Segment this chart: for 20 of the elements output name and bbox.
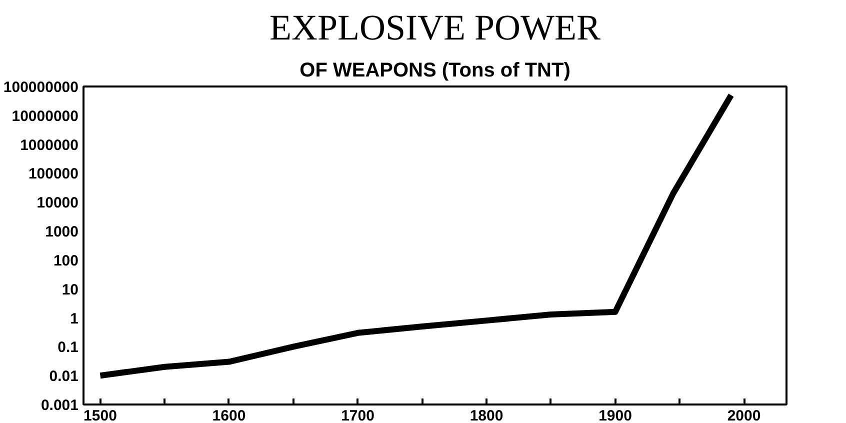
chart-subtitle: OF WEAPONS (Tons of TNT) (300, 60, 570, 82)
x-tick-label: 1600 (212, 408, 246, 423)
y-tick-label: 100000000 (3, 79, 79, 96)
x-tick-label: 2000 (727, 408, 761, 423)
y-tick-label: 100000 (28, 166, 79, 183)
x-tick-label: 1500 (84, 408, 117, 423)
chart-title: EXPLOSIVE POWER (270, 8, 600, 48)
x-tick-label: 1900 (598, 408, 632, 423)
y-tick-label: 0.001 (40, 397, 79, 414)
y-tick-label: 100 (53, 252, 79, 270)
y-tick-label: 1 (70, 310, 78, 328)
y-tick-label: 0.01 (49, 368, 79, 386)
x-tick-label: 1800 (470, 408, 504, 423)
y-tick-label: 10000000 (12, 108, 79, 125)
y-tick-label: 0.1 (58, 339, 79, 356)
y-tick-label: 10000 (36, 194, 79, 212)
x-tick-label: 1700 (341, 408, 374, 423)
y-tick-label: 1000000 (20, 136, 79, 154)
y-tick-label: 1000 (45, 224, 79, 241)
y-tick-label: 10 (62, 281, 79, 298)
